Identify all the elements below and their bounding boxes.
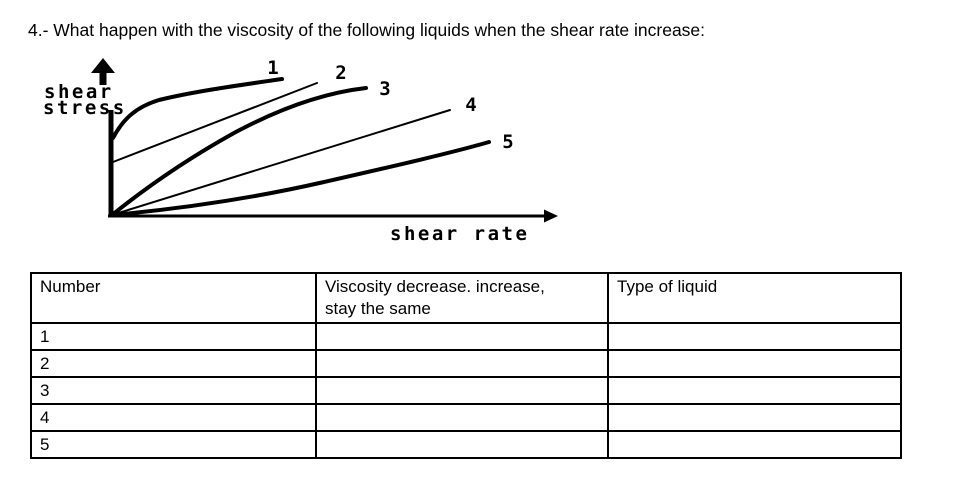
flow-curve-5 (110, 140, 491, 217)
answer-cell-type-5[interactable] (607, 430, 902, 459)
answer-cell-type-2[interactable] (607, 349, 902, 378)
curve-label-5: 5 (502, 131, 513, 153)
table-row: 2 (30, 349, 902, 378)
answer-cell-viscosity-4[interactable] (315, 403, 609, 432)
curve-label-3: 3 (379, 78, 390, 100)
table-row: 5 (30, 430, 902, 459)
answer-cell-type-3[interactable] (607, 376, 902, 405)
row-number-cell: 5 (30, 430, 317, 459)
row-number-cell: 1 (30, 322, 317, 351)
question-title: 4.- What happen with the viscosity of th… (28, 20, 706, 40)
y-axis-label-line2: stress (43, 97, 127, 119)
right-arrow-icon (544, 209, 558, 223)
row-number-cell: 2 (30, 349, 317, 378)
curve-label-1: 1 (267, 57, 278, 79)
table-row: 1 (30, 322, 902, 351)
header-number: Number (30, 272, 317, 324)
answer-cell-type-4[interactable] (607, 403, 902, 432)
flow-curve-2 (112, 82, 318, 163)
answer-cell-viscosity-3[interactable] (315, 376, 609, 405)
up-arrow-icon (91, 58, 115, 73)
header-viscosity: Viscosity decrease. increase, stay the s… (315, 272, 609, 324)
table-row: 4 (30, 403, 902, 432)
answer-cell-viscosity-2[interactable] (315, 349, 609, 378)
curve-label-2: 2 (335, 62, 346, 84)
flow-curve-4 (111, 109, 451, 216)
table-header-row: Number Viscosity decrease. increase, sta… (30, 272, 902, 324)
answer-cell-viscosity-1[interactable] (315, 322, 609, 351)
header-type-of-liquid: Type of liquid (607, 272, 902, 324)
x-axis-label: shear rate (390, 223, 529, 245)
answer-table: Number Viscosity decrease. increase, sta… (30, 272, 902, 459)
table-row: 3 (30, 376, 902, 405)
row-number-cell: 4 (30, 403, 317, 432)
flow-curve-3 (110, 86, 368, 217)
row-number-cell: 3 (30, 376, 317, 405)
flow-curve-1 (111, 77, 284, 140)
y-axis-label-line1: shear (44, 81, 114, 103)
answer-cell-viscosity-5[interactable] (315, 430, 609, 459)
curve-label-4: 4 (465, 94, 476, 116)
answer-cell-type-1[interactable] (607, 322, 902, 351)
